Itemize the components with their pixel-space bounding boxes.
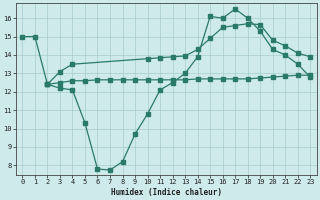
X-axis label: Humidex (Indice chaleur): Humidex (Indice chaleur) — [111, 188, 222, 197]
